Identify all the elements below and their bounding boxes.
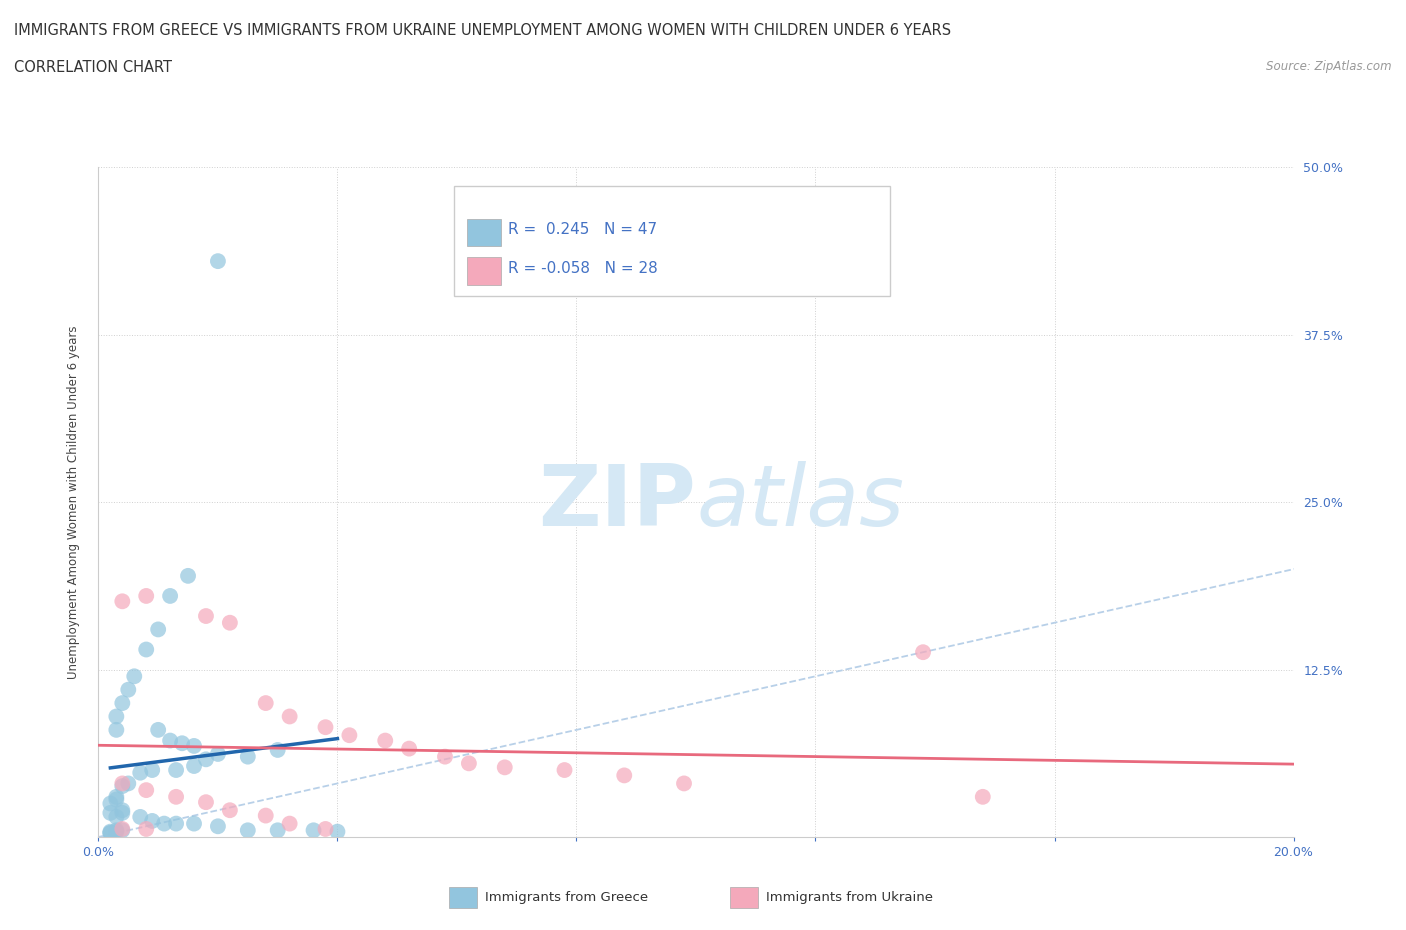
Point (165, 763, 187, 777)
Point (236, 750, 259, 764)
Point (135, 821, 157, 836)
Point (159, 589, 181, 604)
Point (111, 821, 134, 836)
Point (105, 792, 128, 807)
Point (148, 723, 170, 737)
Point (141, 763, 163, 777)
Point (207, 254, 229, 269)
Point (100, 796, 122, 811)
Point (183, 759, 205, 774)
Point (135, 783, 157, 798)
Point (195, 751, 218, 766)
Point (278, 817, 301, 831)
Point (135, 642, 157, 657)
Point (398, 741, 420, 756)
Point (302, 823, 325, 838)
Point (153, 817, 176, 831)
Text: R =  0.245   N = 47: R = 0.245 N = 47 (508, 222, 657, 237)
Point (236, 823, 259, 838)
Point (141, 814, 163, 829)
Point (100, 826, 122, 841)
Point (254, 808, 277, 823)
Point (135, 589, 157, 604)
Text: CORRELATION CHART: CORRELATION CHART (14, 60, 172, 75)
Point (195, 608, 218, 623)
Point (339, 728, 360, 743)
Point (207, 818, 229, 833)
Point (434, 750, 457, 764)
Point (105, 709, 128, 724)
Point (111, 805, 134, 820)
Text: Source: ZipAtlas.com: Source: ZipAtlas.com (1267, 60, 1392, 73)
Point (124, 669, 146, 684)
Point (165, 790, 187, 804)
Point (148, 622, 170, 637)
Point (177, 568, 200, 583)
Point (183, 817, 205, 831)
Point (105, 823, 128, 838)
Point (183, 738, 205, 753)
Point (195, 795, 218, 810)
Point (494, 760, 516, 775)
Point (105, 824, 128, 839)
Point (315, 720, 337, 735)
Point (613, 768, 636, 783)
Point (105, 723, 128, 737)
Point (111, 776, 134, 790)
Point (100, 826, 122, 841)
Point (267, 742, 290, 757)
Point (673, 776, 696, 790)
Text: ZIP: ZIP (538, 460, 696, 544)
Text: atlas: atlas (696, 460, 904, 544)
Point (111, 823, 134, 838)
Point (278, 709, 301, 724)
Point (159, 733, 181, 748)
Point (165, 817, 187, 831)
Point (267, 823, 290, 838)
Point (105, 809, 128, 824)
Point (105, 790, 128, 804)
Text: Immigrants from Ukraine: Immigrants from Ukraine (766, 891, 934, 904)
Point (458, 756, 481, 771)
Point (111, 778, 134, 793)
Point (111, 803, 134, 817)
Point (326, 824, 349, 839)
Text: IMMIGRANTS FROM GREECE VS IMMIGRANTS FROM UKRAINE UNEMPLOYMENT AMONG WOMEN WITH : IMMIGRANTS FROM GREECE VS IMMIGRANTS FRO… (14, 23, 952, 38)
Point (111, 696, 134, 711)
Point (219, 616, 242, 631)
Point (111, 594, 134, 609)
Point (100, 805, 122, 820)
Point (117, 683, 139, 698)
Point (117, 776, 139, 790)
Point (972, 790, 994, 804)
Point (129, 809, 152, 824)
Point (912, 644, 935, 659)
Point (100, 824, 122, 839)
Point (172, 736, 194, 751)
Point (315, 821, 337, 836)
Point (374, 733, 396, 748)
Point (554, 763, 576, 777)
Point (129, 765, 152, 780)
Point (207, 747, 229, 762)
Text: R = -0.058   N = 28: R = -0.058 N = 28 (508, 261, 658, 276)
Point (254, 696, 277, 711)
Y-axis label: Unemployment Among Women with Children Under 6 years: Unemployment Among Women with Children U… (67, 326, 80, 679)
Point (219, 803, 242, 817)
Text: Immigrants from Greece: Immigrants from Greece (485, 891, 648, 904)
